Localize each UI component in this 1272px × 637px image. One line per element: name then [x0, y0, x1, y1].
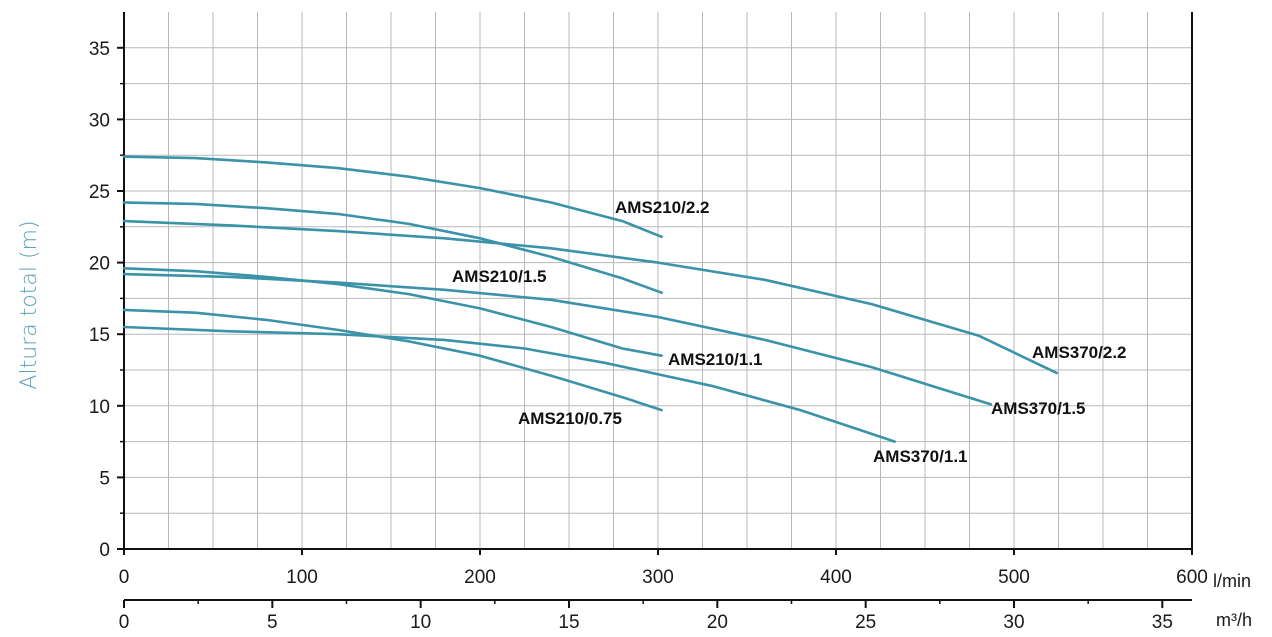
- series-line-ams370-1-1: [122, 325, 896, 443]
- x-unit-label-secondary: m³/h: [1216, 610, 1252, 630]
- series-label-ams210-1-5: AMS210/1.5: [452, 267, 547, 286]
- x-tick-label: 200: [464, 567, 496, 588]
- y-tick-label: 30: [89, 110, 110, 131]
- series-line-ams210-2-2: [122, 155, 663, 239]
- secondary-x-tick-label: 15: [558, 612, 579, 633]
- y-tick-label: 35: [89, 39, 110, 60]
- secondary-x-tick-label: 25: [855, 612, 876, 633]
- series-label-ams210-0-75: AMS210/0.75: [518, 409, 622, 428]
- series-label-ams370-1-1: AMS370/1.1: [873, 447, 968, 466]
- secondary-x-tick-label: 35: [1152, 612, 1173, 633]
- series-line-ams370-2-2: [122, 219, 1058, 375]
- series-label-ams210-1-1: AMS210/1.1: [668, 350, 763, 369]
- secondary-x-tick-label: 10: [410, 612, 431, 633]
- secondary-x-tick-label: 20: [707, 612, 728, 633]
- series-label-ams370-2-2: AMS370/2.2: [1032, 343, 1127, 362]
- axes: 0 5 10 15 20 25 30 35 0 100 200 300 400 500 600 l/min 0 5…: [89, 12, 1252, 633]
- series-label-ams210-2-2: AMS210/2.2: [615, 198, 710, 217]
- x-tick-label: 600: [1176, 567, 1208, 588]
- series-line-ams210-1-1: [122, 267, 663, 357]
- x-tick-label: 100: [286, 567, 318, 588]
- secondary-x-tick-label: 5: [267, 612, 278, 633]
- y-tick-label: 0: [99, 540, 110, 561]
- x-tick-label: 300: [642, 567, 674, 588]
- x-unit-label-primary: l/min: [1213, 571, 1251, 591]
- series-line-ams210-0-75: [122, 308, 663, 412]
- series-line-ams210-1-5: [122, 201, 663, 294]
- x-tick-label: 500: [998, 567, 1030, 588]
- series-labels: AMS210/2.2 AMS210/1.5 AMS370/2.2 AMS210/1.1…: [452, 198, 1127, 466]
- y-tick-label: 15: [89, 325, 110, 346]
- x-tick-label: 0: [119, 567, 130, 588]
- series-label-ams370-1-5: AMS370/1.5: [991, 399, 1086, 418]
- x-tick-label: 400: [820, 567, 852, 588]
- series-lines: [122, 155, 1058, 443]
- y-tick-label: 25: [89, 182, 110, 203]
- secondary-x-tick-label: 30: [1003, 612, 1024, 633]
- series-line-ams370-1-5: [122, 272, 993, 406]
- secondary-x-tick-label: 0: [119, 612, 130, 633]
- y-axis-label: Altura total (m): [17, 220, 42, 389]
- y-tick-label: 5: [99, 468, 110, 489]
- y-tick-label: 10: [89, 397, 110, 418]
- y-tick-label: 20: [89, 254, 110, 275]
